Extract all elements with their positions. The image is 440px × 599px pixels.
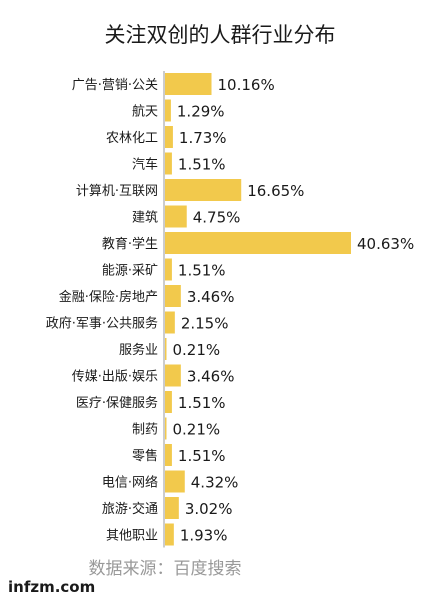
bar-row: 制药 0.21% bbox=[132, 417, 221, 440]
category-label: 其他职业 bbox=[106, 529, 158, 544]
bar-row: 其他职业 1.93% bbox=[106, 523, 228, 546]
category-label: 广告·营销·公关 bbox=[72, 78, 158, 93]
category-label: 航天 bbox=[132, 104, 158, 120]
value-label: 1.51% bbox=[178, 447, 226, 465]
bar-row: 传媒·出版·娱乐 3.46% bbox=[72, 364, 235, 387]
bar-row: 教育·学生 40.63% bbox=[102, 232, 414, 254]
chart-title: 关注双创的人群行业分布 bbox=[105, 23, 336, 47]
category-label: 能源·采矿 bbox=[102, 264, 158, 279]
category-label: 旅游·交通 bbox=[102, 501, 158, 517]
bar bbox=[165, 523, 174, 546]
category-label: 制药 bbox=[132, 423, 158, 438]
category-label: 教育·学生 bbox=[102, 236, 158, 252]
category-label: 医疗·保健服务 bbox=[76, 395, 158, 411]
value-label: 3.46% bbox=[187, 288, 235, 306]
category-label: 传媒·出版·娱乐 bbox=[72, 370, 158, 385]
value-label: 4.75% bbox=[193, 209, 241, 227]
category-label: 汽车 bbox=[132, 157, 158, 173]
value-label: 1.51% bbox=[178, 262, 226, 280]
value-label: 0.21% bbox=[173, 421, 221, 439]
bar bbox=[165, 338, 167, 360]
bar bbox=[165, 258, 172, 281]
value-label: 10.16% bbox=[218, 76, 275, 94]
bar bbox=[165, 126, 173, 148]
bars-layer: 广告·营销·公关 10.16% 航天 1.29% 农林化工 1.73% 汽车 1.51% 计算机… bbox=[46, 73, 414, 546]
category-label: 农林化工 bbox=[106, 131, 158, 146]
brand-logo: infzm.com bbox=[8, 578, 95, 596]
bar-row: 政府·军事·公共服务 2.15% bbox=[46, 311, 229, 334]
bar bbox=[165, 364, 181, 387]
category-label: 建筑 bbox=[132, 210, 158, 226]
bar-row: 计算机·互联网 16.65% bbox=[76, 179, 304, 201]
category-label: 政府·军事·公共服务 bbox=[46, 316, 158, 332]
value-label: 1.73% bbox=[179, 129, 227, 147]
bar-row: 建筑 4.75% bbox=[132, 205, 241, 228]
value-label: 3.46% bbox=[187, 368, 235, 386]
category-label: 金融·保险·房地产 bbox=[59, 289, 158, 305]
bar-row: 服务业 0.21% bbox=[119, 338, 220, 360]
bar bbox=[165, 285, 181, 307]
bar-row: 零售 1.51% bbox=[132, 444, 226, 466]
bar-row: 金融·保险·房地产 3.46% bbox=[59, 285, 235, 307]
bar bbox=[165, 73, 212, 95]
bar-row: 农林化工 1.73% bbox=[106, 126, 227, 148]
value-label: 1.93% bbox=[180, 527, 228, 545]
bar bbox=[165, 152, 172, 175]
bar bbox=[165, 470, 185, 493]
bar bbox=[165, 444, 172, 466]
bar bbox=[165, 232, 351, 254]
bar-row: 汽车 1.51% bbox=[132, 152, 226, 175]
bar-row: 广告·营销·公关 10.16% bbox=[72, 73, 275, 95]
value-label: 16.65% bbox=[247, 182, 304, 200]
bar bbox=[165, 417, 167, 440]
bar bbox=[165, 311, 175, 334]
category-label: 服务业 bbox=[119, 342, 158, 358]
bar-row: 旅游·交通 3.02% bbox=[102, 497, 233, 519]
bar bbox=[165, 497, 179, 519]
bar-row: 能源·采矿 1.51% bbox=[102, 258, 226, 281]
category-label: 零售 bbox=[132, 448, 158, 464]
bar bbox=[165, 179, 242, 201]
value-label: 0.21% bbox=[173, 341, 221, 359]
category-label: 电信·网络 bbox=[102, 475, 158, 491]
bar bbox=[165, 205, 187, 228]
value-label: 1.51% bbox=[178, 156, 226, 174]
source-note: 数据来源：百度搜索 bbox=[89, 559, 242, 579]
value-label: 1.29% bbox=[177, 103, 225, 121]
value-label: 3.02% bbox=[185, 500, 233, 518]
value-label: 40.63% bbox=[357, 235, 414, 253]
value-label: 2.15% bbox=[181, 315, 229, 333]
category-label: 计算机·互联网 bbox=[76, 184, 158, 199]
value-label: 1.51% bbox=[178, 394, 226, 412]
value-label: 4.32% bbox=[191, 474, 239, 492]
bar bbox=[165, 99, 171, 122]
bar-row: 医疗·保健服务 1.51% bbox=[76, 391, 226, 413]
bar bbox=[165, 391, 172, 413]
bar-row: 电信·网络 4.32% bbox=[102, 470, 239, 493]
bar-row: 航天 1.29% bbox=[132, 99, 225, 122]
